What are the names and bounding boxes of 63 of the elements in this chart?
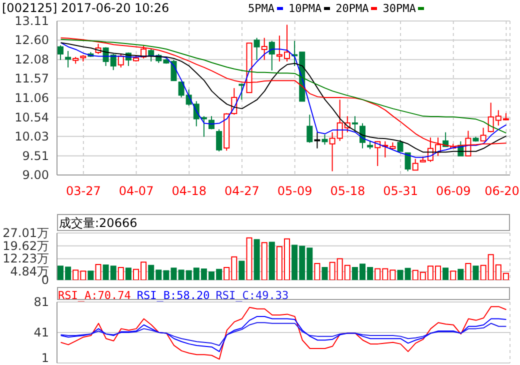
x-tick-label: 05-18 <box>330 184 366 198</box>
bar <box>125 268 132 280</box>
chart-title: 成交量:20666 <box>59 215 138 232</box>
y-tick-label: 11.57 <box>14 72 49 86</box>
bar <box>322 266 328 280</box>
y-tick-label: 19.62万 <box>2 238 49 253</box>
y-tick-label: 10.54 <box>14 110 49 124</box>
x-tick-label: 05-31 <box>383 184 418 198</box>
bar <box>472 266 479 280</box>
y-tick-label: 81 <box>34 295 49 309</box>
candlestick <box>261 37 268 60</box>
y-tick-label: 13.11 <box>14 14 49 28</box>
legend-label: 5PMA <box>248 2 274 15</box>
bar <box>465 262 472 280</box>
y-tick-label: 10.03 <box>14 129 49 144</box>
legend-label: 30PMA <box>382 2 416 15</box>
candlestick <box>322 134 328 146</box>
y-tick-label: 1 <box>41 351 49 365</box>
y-tick-label: 12.60 <box>14 33 49 48</box>
legend-label: 10PMA <box>288 2 322 15</box>
candlestick <box>58 44 64 60</box>
bar <box>118 266 124 280</box>
y-tick-label: 9.51 <box>22 148 49 163</box>
x-tick-label: 06-09 <box>436 184 471 198</box>
candlestick <box>65 50 72 68</box>
bar <box>254 239 260 280</box>
x-tick-label: 03-27 <box>66 184 101 198</box>
bar <box>268 242 275 280</box>
candlestick <box>238 83 245 100</box>
bar <box>458 268 464 280</box>
chart-title: [002125] 2017-06-20 10:26 <box>2 1 170 15</box>
x-tick-label: 04-27 <box>224 184 260 198</box>
x-tick-label: 04-07 <box>118 184 154 198</box>
y-tick-label: 27.01万 <box>2 226 49 240</box>
y-tick-label: 41 <box>34 326 49 340</box>
x-tick-label: 04-18 <box>172 184 207 198</box>
candlestick <box>254 37 260 60</box>
y-tick-label: 11.06 <box>14 90 49 105</box>
bar <box>95 264 102 280</box>
bar <box>238 260 245 280</box>
legend-label: 20PMA <box>336 2 369 15</box>
x-tick-label: 06-20 <box>484 184 520 198</box>
text: RSI_B:58.20 <box>136 289 210 302</box>
candlestick <box>216 128 222 152</box>
y-tick-label: 12.23万 <box>2 252 49 266</box>
candlestick <box>352 116 358 133</box>
bar <box>442 268 449 280</box>
bar <box>450 270 456 280</box>
bar <box>261 242 268 280</box>
candlestick <box>306 114 313 144</box>
candlestick <box>404 152 411 172</box>
x-tick-label: 05-09 <box>277 184 312 198</box>
bar <box>246 237 252 280</box>
y-tick-label: 12.08 <box>14 52 49 67</box>
candlestick <box>314 132 320 149</box>
candlestick <box>397 139 404 152</box>
series-label: RSI_C:49.33 <box>216 289 289 302</box>
candlestick <box>170 59 177 82</box>
bar <box>88 270 94 280</box>
series-label: RSI_A:70.74 <box>58 289 131 302</box>
candlestick <box>268 40 275 71</box>
bar <box>314 262 320 280</box>
y-tick-label: 9.00 <box>22 168 49 182</box>
